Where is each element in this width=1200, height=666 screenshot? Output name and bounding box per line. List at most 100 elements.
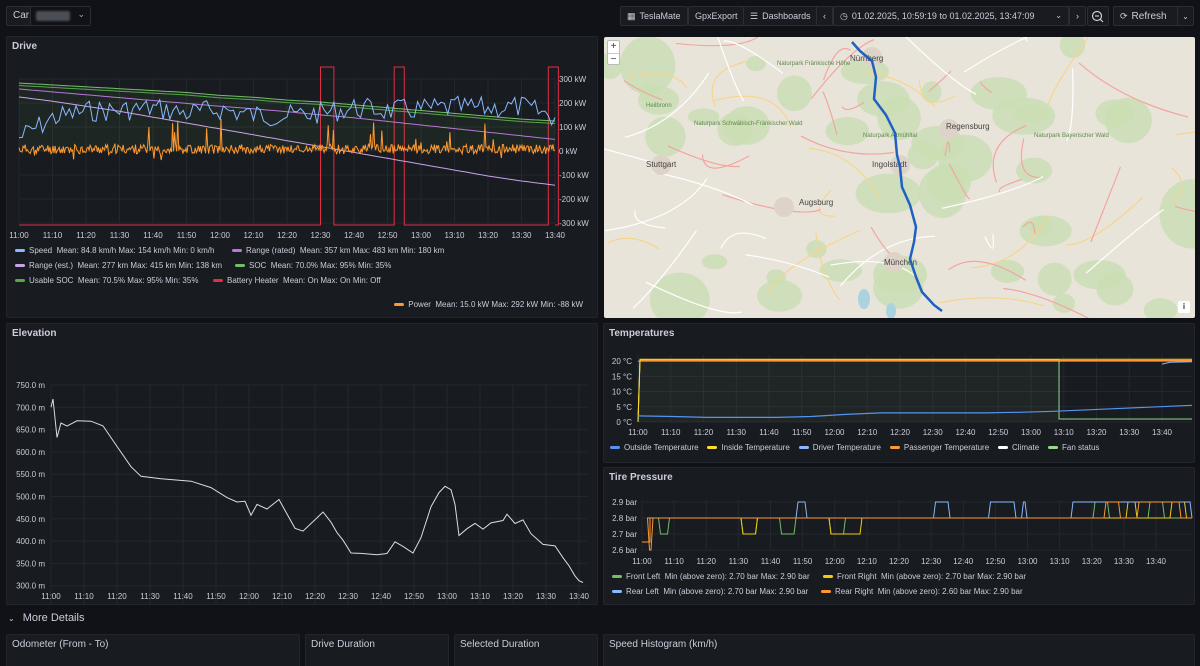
map-forest-area — [806, 240, 827, 259]
map-zoom-in-button[interactable]: + — [610, 41, 617, 52]
map-forest-area — [1095, 99, 1135, 128]
legend-swatch — [612, 575, 622, 579]
map-road — [1171, 167, 1183, 203]
map-forest-area — [745, 55, 766, 72]
x-tick-label: 12:50 — [404, 592, 425, 601]
map-zoom-out-button[interactable]: − — [608, 53, 619, 65]
temperatures-legend: Outside Temperature Inside Temperature D… — [610, 443, 1099, 452]
map-place-label: Heilbronn — [646, 103, 672, 109]
time-shift-back-button[interactable]: ‹ — [816, 6, 833, 26]
map-place-label: Naturpark Schwäbisch-Fränkischer Wald — [694, 121, 802, 127]
map-road — [720, 232, 767, 249]
map-forest-area — [857, 81, 910, 117]
map-place-label: Nürnberg — [850, 54, 883, 63]
grid-icon: ▦ — [627, 11, 636, 21]
tire-pressure-chart[interactable]: 2.9 bar 2.8 bar 2.7 bar 2.6 bar 11:00 11:10 11… — [604, 468, 1195, 605]
chevron-down-icon: ⌄ — [77, 9, 85, 19]
drive-legend-soc[interactable]: SOC Mean: 70.0% Max: 95% Min: 35% — [235, 261, 391, 270]
gpxexport-link-button[interactable]: GpxExport — [688, 6, 745, 26]
legend-swatch — [213, 279, 223, 283]
tire-pressure-panel: Tire Pressure 2.9 bar 2.8 bar 2.7 bar 2.6 b… — [603, 467, 1195, 605]
refresh-interval-dropdown[interactable]: ⌄ — [1177, 6, 1194, 26]
y-tick-label: 350.0 m — [16, 559, 45, 568]
x-tick-label: 11:10 — [664, 557, 684, 566]
drive-legend-speed[interactable]: Speed Mean: 84.8 km/h Max: 154 km/h Min:… — [15, 246, 214, 255]
x-tick-label: 12:20 — [277, 231, 298, 240]
time-shift-forward-button[interactable]: › — [1069, 6, 1086, 26]
refresh-icon: ⟳ — [1120, 11, 1128, 21]
teslamate-link-button[interactable]: ▦ TeslaMate — [620, 6, 688, 26]
legend-fan-status[interactable]: Fan status — [1048, 443, 1099, 452]
selected-duration-panel: Selected Duration — [454, 634, 598, 666]
x-tick-label: 13:00 — [411, 231, 432, 240]
legend-passenger-temperature[interactable]: Passenger Temperature — [889, 443, 989, 452]
map-road — [745, 254, 830, 278]
legend-rear-left[interactable]: Rear Left Min (above zero): 2.70 bar Max… — [612, 587, 808, 596]
x-tick-label: 11:50 — [177, 231, 197, 240]
map-forest-area — [619, 37, 676, 95]
x-tick-label: 13:00 — [1017, 557, 1038, 566]
zoom-out-time-button[interactable] — [1087, 6, 1109, 26]
map-place-label: München — [884, 258, 917, 267]
drive-chart[interactable]: 300 kW 200 kW 100 kW 0 kW -100 kW -200 kW -300… — [7, 37, 598, 318]
car-variable-select[interactable]: ⌄ — [30, 6, 91, 26]
x-tick-label: 12:40 — [955, 428, 976, 437]
map-road — [998, 178, 1022, 193]
more-details-row-toggle[interactable]: ⌄ More Details — [8, 612, 85, 624]
elevation-chart[interactable]: 750.0 m 700.0 m 650.0 m 600.0 m 550.0 m 500.0… — [7, 324, 598, 605]
x-tick-label: 12:00 — [824, 428, 845, 437]
temperatures-chart[interactable]: 20 °C 15 °C 10 °C 5 °C 0 °C11:00 11:10 11:20 11… — [604, 324, 1195, 463]
series-front-right — [642, 501, 1192, 543]
drive-legend-range-rated[interactable]: Range (rated) Mean: 357 km Max: 483 km M… — [232, 246, 444, 255]
legend-driver-temperature[interactable]: Driver Temperature — [798, 443, 881, 452]
drive-legend-usable-soc[interactable]: Usable SOC Mean: 70.5% Max: 95% Min: 35% — [15, 276, 198, 285]
x-tick-label: 12:30 — [338, 592, 359, 601]
x-tick-label: 12:30 — [923, 428, 944, 437]
x-tick-label: 13:40 — [545, 231, 566, 240]
x-tick-label: 12:00 — [210, 231, 231, 240]
y-tick-label: 700.0 m — [16, 403, 45, 412]
time-range-picker[interactable]: ◷ 01.02.2025, 10:59:19 to 01.02.2025, 13:… — [833, 6, 1069, 26]
tire-pressure-panel-title: Tire Pressure — [609, 472, 673, 483]
x-tick-label: 11:00 — [9, 231, 29, 240]
chevron-down-icon: ⌄ — [1182, 12, 1189, 21]
legend-front-right[interactable]: Front Right Min (above zero): 2.70 bar M… — [823, 572, 1026, 581]
drive-legend-range-est[interactable]: Range (est.) Mean: 277 km Max: 415 km Mi… — [15, 261, 222, 270]
y-tick-label: 2.9 bar — [612, 498, 637, 507]
refresh-button[interactable]: ⟳ Refresh — [1113, 6, 1178, 26]
x-tick-label: 13:20 — [1082, 557, 1103, 566]
dashboards-link-button[interactable]: ☰ Dashboards — [743, 6, 818, 26]
x-tick-label: 11:20 — [76, 231, 96, 240]
map-road — [939, 297, 1045, 307]
legend-rear-right[interactable]: Rear Right Min (above zero): 2.60 bar Ma… — [821, 587, 1023, 596]
y-tick-label: 10 °C — [612, 388, 632, 397]
map-canvas[interactable]: Nürnberg Stuttgart Regensburg Ingolstadt Aug… — [604, 37, 1195, 318]
time-range-text: 01.02.2025, 10:59:19 to 01.02.2025, 13:4… — [851, 11, 1035, 21]
x-tick-label: 11:00 — [41, 592, 61, 601]
map-road — [1022, 221, 1036, 234]
map-attribution-info-icon[interactable]: i — [1178, 301, 1190, 313]
chevron-left-icon: ‹ — [823, 11, 826, 21]
map-road — [944, 141, 951, 157]
map-road — [1020, 138, 1041, 179]
x-tick-label: 11:40 — [143, 231, 163, 240]
x-tick-label: 11:50 — [206, 592, 226, 601]
drive-legend-battery-heater[interactable]: Battery Heater Mean: On Max: On Min: Off — [213, 276, 381, 285]
legend-outside-temperature[interactable]: Outside Temperature — [610, 443, 699, 452]
drive-panel: Drive 300 kW 200 kW 100 kW 0 kW -100 kW -200 … — [6, 36, 598, 318]
drive-legend-power[interactable]: Power Mean: 15.0 kW Max: 292 kW Min: -88… — [394, 300, 583, 309]
x-tick-label: 12:50 — [988, 428, 1009, 437]
legend-inside-temperature[interactable]: Inside Temperature — [707, 443, 790, 452]
map-forest-area — [825, 117, 870, 146]
y-tick-label: 20 °C — [612, 357, 632, 366]
x-tick-label: 11:10 — [74, 592, 94, 601]
map-place-label: Augsburg — [799, 198, 833, 207]
map-forest-area — [855, 173, 922, 214]
x-tick-label: 12:10 — [272, 592, 293, 601]
legend-climate[interactable]: Climate — [998, 443, 1039, 452]
odometer-panel: Odometer (From - To) — [6, 634, 300, 666]
route-map[interactable]: Nürnberg Stuttgart Regensburg Ingolstadt Aug… — [604, 37, 1195, 318]
legend-front-left[interactable]: Front Left Min (above zero): 2.70 bar Ma… — [612, 572, 810, 581]
map-road — [1090, 166, 1121, 243]
series-speed — [18, 95, 556, 139]
